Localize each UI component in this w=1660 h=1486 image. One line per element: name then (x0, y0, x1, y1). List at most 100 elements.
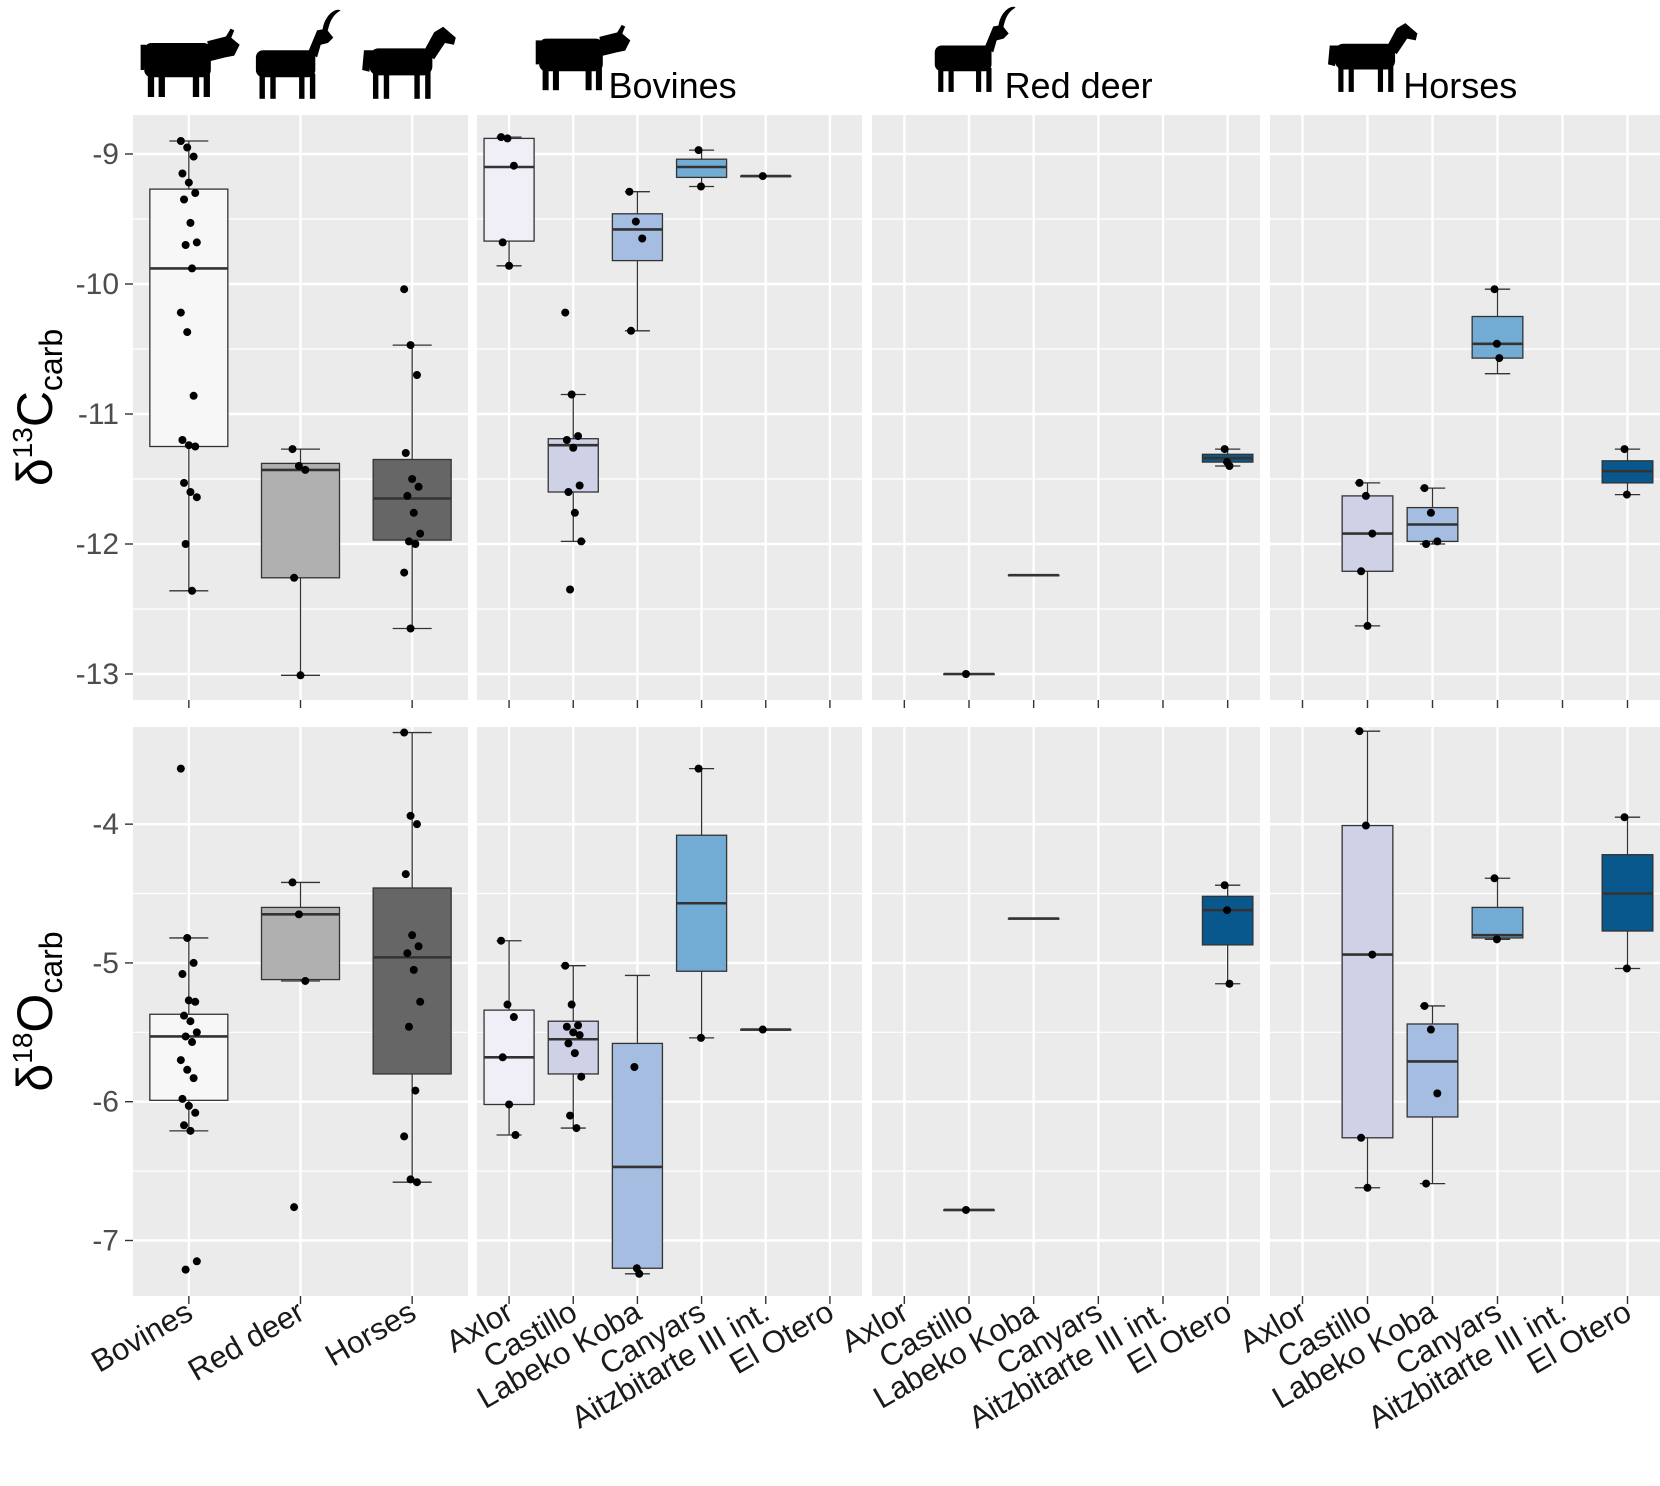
data-point (569, 443, 578, 452)
data-point (575, 1031, 584, 1040)
y-tick-label: -6 (92, 1086, 119, 1119)
data-point (1622, 490, 1631, 499)
panel-species (133, 9, 468, 708)
data-point (627, 326, 636, 335)
data-point (184, 441, 193, 450)
data-point (400, 568, 409, 577)
data-point (408, 931, 417, 940)
panel-background (872, 115, 1260, 700)
data-point (406, 1175, 415, 1184)
data-point (412, 820, 421, 829)
data-point (1490, 874, 1499, 883)
box-castillo (1341, 727, 1394, 1192)
data-point (569, 1028, 578, 1037)
box-el-otero (1201, 881, 1254, 988)
box-iqr (611, 1042, 664, 1269)
y-tick-label: -9 (92, 138, 119, 171)
data-point (696, 182, 705, 191)
data-point (181, 540, 190, 548)
data-point (567, 390, 576, 399)
cow-leg (203, 73, 210, 97)
data-point (406, 341, 415, 350)
data-point (191, 189, 200, 197)
data-point (189, 391, 198, 400)
deer-leg (270, 73, 276, 99)
box-labeko-koba (611, 974, 664, 1278)
data-point (497, 133, 506, 142)
deer-icon (934, 6, 1016, 92)
data-point (186, 1017, 195, 1026)
data-point (562, 1022, 571, 1031)
data-point (562, 436, 571, 444)
y-tick-label: -13 (76, 658, 119, 691)
horse-leg (1338, 66, 1344, 92)
horse-neck-head (1386, 23, 1418, 55)
data-point (290, 573, 299, 582)
data-point (183, 933, 192, 942)
data-point (192, 238, 201, 247)
data-point (1426, 508, 1435, 517)
deer-body (255, 50, 316, 78)
box-labeko-koba (1007, 573, 1060, 577)
data-point (191, 997, 200, 1006)
deer-body (934, 45, 992, 72)
panel-background (1270, 727, 1660, 1296)
box-labeko-koba (1007, 917, 1060, 920)
data-point (631, 217, 640, 226)
data-point (498, 238, 507, 247)
data-point (564, 1039, 573, 1048)
cow-tail (535, 40, 541, 65)
data-point (1220, 445, 1229, 454)
data-point (301, 976, 310, 985)
horse-leg (1377, 66, 1384, 92)
box-aitzbitarte-iii-int- (740, 1025, 792, 1034)
data-point (1620, 445, 1629, 454)
panel-background (872, 727, 1260, 1296)
data-point (1422, 1179, 1431, 1188)
data-point (1223, 906, 1232, 915)
data-point (505, 1100, 514, 1109)
box-red-deer (260, 878, 341, 1212)
deer-leg (986, 67, 992, 92)
data-point (1490, 285, 1499, 294)
data-point (635, 1269, 644, 1278)
box-canyars (675, 764, 728, 1042)
data-point (288, 878, 297, 887)
data-point (1492, 935, 1501, 944)
cow-icon (535, 24, 631, 91)
data-point (408, 475, 417, 483)
box-red-deer (260, 445, 341, 680)
data-point (1495, 354, 1504, 363)
cow-leg (552, 67, 559, 91)
data-point (176, 308, 185, 317)
box-castillo (943, 1205, 995, 1214)
box-castillo (943, 670, 995, 678)
box-canyars (1471, 874, 1524, 944)
data-point (1363, 1183, 1372, 1192)
horse-leg (372, 71, 379, 99)
data-point (509, 161, 518, 170)
data-point (403, 491, 412, 500)
data-point (1220, 881, 1229, 890)
data-point (1355, 727, 1364, 736)
data-point (406, 811, 415, 820)
data-point (1433, 1089, 1442, 1098)
data-point (181, 241, 190, 249)
panel-bovines: Bovines (477, 24, 862, 708)
data-point (301, 465, 310, 474)
box-iqr (611, 213, 664, 262)
data-point (400, 1132, 409, 1141)
x-tick-label: Horses (319, 1294, 422, 1373)
deer-leg (259, 73, 265, 99)
data-point (758, 172, 767, 181)
data-point (192, 493, 201, 502)
box-labeko-koba (611, 187, 664, 335)
y-axis-title: δ18Ocarb (7, 931, 69, 1091)
box-iqr (260, 462, 341, 579)
deer-leg (299, 73, 305, 99)
deer-neck-head (984, 24, 1009, 53)
box-iqr (1341, 824, 1394, 1139)
